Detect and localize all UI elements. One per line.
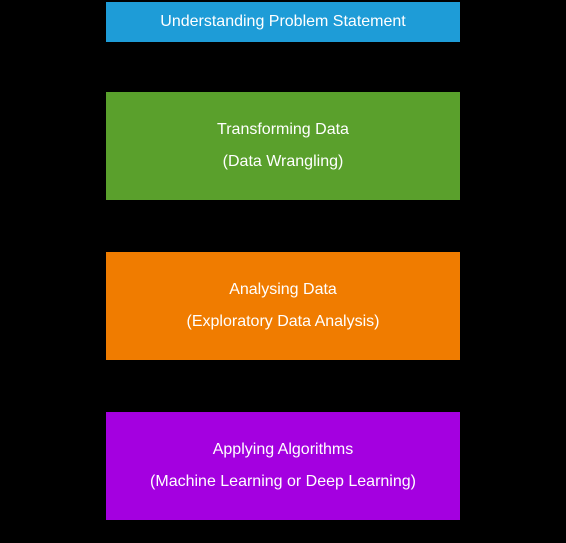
flow-node-n1-line1: Understanding Problem Statement	[160, 13, 405, 31]
flow-arrow-n1-n2	[274, 42, 292, 92]
flow-node-n4-line2: (Machine Learning or Deep Learning)	[150, 473, 416, 491]
flow-node-n2: Transforming Data (Data Wrangling)	[106, 92, 460, 200]
flow-arrow-n2-n3	[274, 200, 292, 252]
flow-arrow-n3-n4	[274, 360, 292, 412]
flow-node-n1: Understanding Problem Statement	[106, 2, 460, 42]
flow-node-n2-line2: (Data Wrangling)	[223, 153, 344, 171]
flowchart-container: Understanding Problem Statement Transform…	[0, 0, 566, 543]
flow-node-n3: Analysing Data (Exploratory Data Analysis…	[106, 252, 460, 360]
flow-node-n4-line1: Applying Algorithms	[213, 441, 354, 459]
flow-node-n3-line2: (Exploratory Data Analysis)	[187, 313, 380, 331]
flow-node-n3-line1: Analysing Data	[229, 281, 337, 299]
flow-node-n2-line1: Transforming Data	[217, 121, 349, 139]
flow-node-n4: Applying Algorithms (Machine Learning or …	[106, 412, 460, 520]
